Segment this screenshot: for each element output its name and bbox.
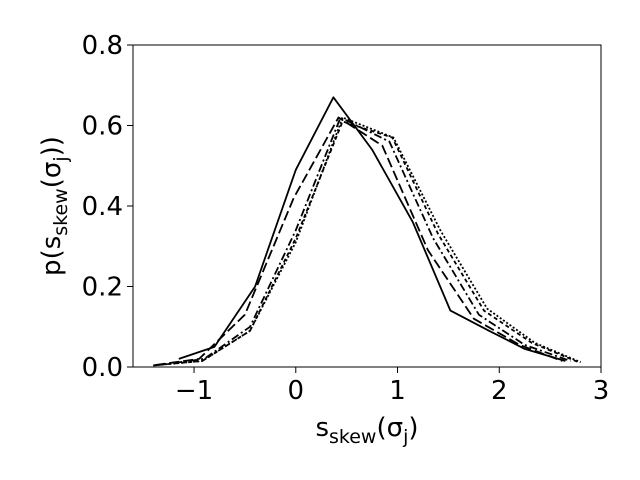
x-axis-ticks: −1 0 1 2 3 bbox=[175, 367, 609, 406]
y-tick-label: 0.2 bbox=[82, 273, 123, 303]
y-axis-label-rest-sub: j bbox=[50, 156, 72, 162]
x-axis-label-rest-sub: j bbox=[402, 426, 408, 448]
series-line-2 bbox=[155, 116, 563, 366]
series-line-1 bbox=[178, 96, 566, 362]
x-tick-label: 0 bbox=[288, 376, 305, 406]
y-tick-label: 0.6 bbox=[82, 112, 123, 142]
y-axis-label-rest: (σ bbox=[37, 162, 67, 189]
x-axis-label-close: ) bbox=[408, 413, 418, 443]
x-axis-label-rest: (σ bbox=[376, 413, 403, 443]
series-line-5 bbox=[153, 116, 582, 367]
y-axis-label: p(sskew(σj)) bbox=[37, 136, 72, 276]
x-tick-label: 3 bbox=[593, 376, 610, 406]
y-tick-label: 0.0 bbox=[82, 353, 123, 383]
y-axis-ticks: 0.0 0.2 0.4 0.6 0.8 bbox=[82, 31, 133, 383]
series-line-4 bbox=[153, 120, 579, 367]
x-axis-label-sub: skew bbox=[329, 426, 376, 448]
y-tick-label: 0.8 bbox=[82, 31, 123, 61]
x-tick-label: 2 bbox=[491, 376, 508, 406]
series-line-3 bbox=[158, 116, 571, 366]
x-tick-label: 1 bbox=[389, 376, 406, 406]
axes-frame bbox=[132, 44, 602, 368]
y-tick-label: 0.4 bbox=[82, 192, 123, 222]
x-tick-label: −1 bbox=[175, 376, 213, 406]
x-axis-label-base: s bbox=[315, 413, 329, 443]
y-axis-label-base: p(s bbox=[37, 236, 67, 276]
x-axis-label: sskew(σj) bbox=[315, 413, 418, 448]
y-axis-label-sub: skew bbox=[50, 188, 72, 235]
series-layer bbox=[153, 96, 582, 367]
y-axis-label-close: )) bbox=[37, 136, 67, 156]
